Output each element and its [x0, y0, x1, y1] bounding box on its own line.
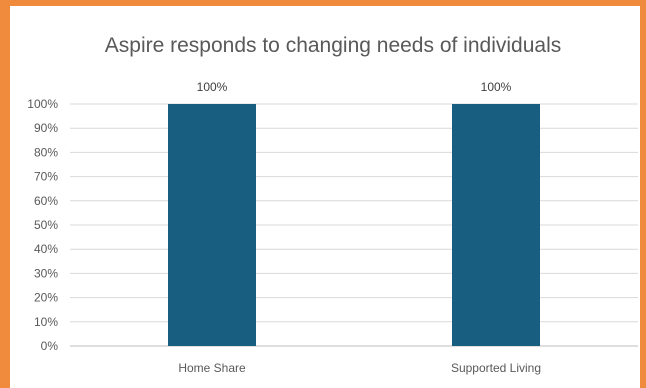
y-tick-label: 50%: [34, 218, 58, 232]
bar-chart: Aspire responds to changing needs of ind…: [27, 34, 638, 375]
x-category-label: Home Share: [178, 361, 246, 375]
chart-frame: Aspire responds to changing needs of ind…: [10, 6, 640, 388]
y-tick-label: 60%: [34, 194, 58, 208]
y-tick-label: 40%: [34, 242, 58, 256]
y-tick-label: 70%: [34, 170, 58, 184]
data-label: 100%: [197, 80, 228, 94]
y-tick-label: 80%: [34, 145, 58, 159]
y-tick-label: 90%: [34, 121, 58, 135]
bar-supported-living: [452, 104, 540, 346]
bar-home-share: [168, 104, 256, 346]
data-label: 100%: [481, 80, 512, 94]
x-category-label: Supported Living: [451, 361, 541, 375]
y-tick-label: 20%: [34, 291, 58, 305]
y-tick-label: 100%: [27, 97, 58, 111]
y-tick-label: 0%: [41, 339, 59, 353]
y-tick-label: 30%: [34, 266, 58, 280]
y-tick-label: 10%: [34, 315, 58, 329]
chart-title: Aspire responds to changing needs of ind…: [105, 34, 561, 57]
